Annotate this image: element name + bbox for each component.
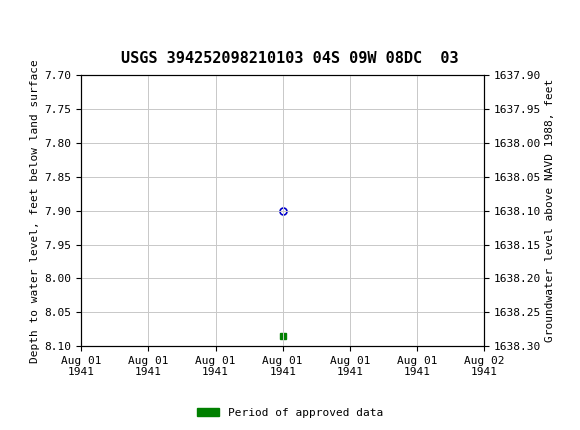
Y-axis label: Depth to water level, feet below land surface: Depth to water level, feet below land su… xyxy=(30,59,41,362)
Text: USGS 394252098210103 04S 09W 08DC  03: USGS 394252098210103 04S 09W 08DC 03 xyxy=(121,51,459,65)
Legend: Period of approved data: Period of approved data xyxy=(193,403,387,422)
Text: USGS: USGS xyxy=(75,10,130,28)
Y-axis label: Groundwater level above NAVD 1988, feet: Groundwater level above NAVD 1988, feet xyxy=(545,79,556,342)
